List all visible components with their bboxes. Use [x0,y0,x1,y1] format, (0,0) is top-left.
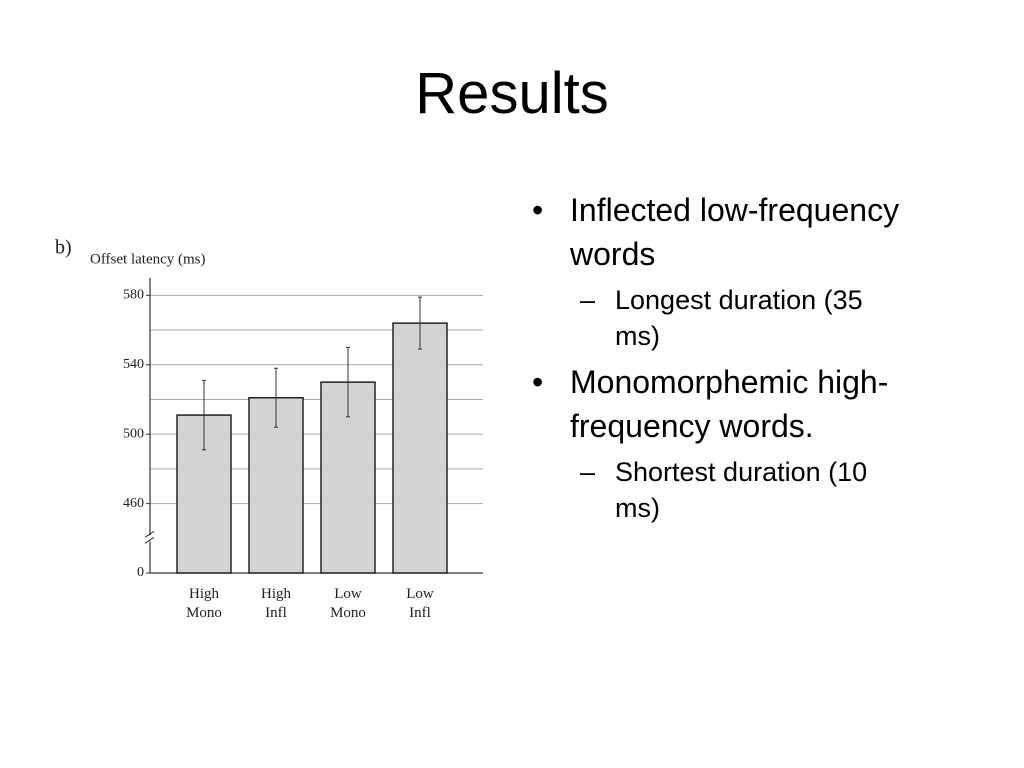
axis-break [144,536,155,544]
y-tick-label: 580 [123,288,144,303]
bullet-text: Monomorphemic high-frequency words. [570,364,889,444]
panel-label: b) [55,237,72,259]
slide-title: Results [415,61,609,126]
x-tick-label: Low Infl [406,586,434,621]
y-tick-label: 500 [123,426,144,441]
y-tick-label: 0 [137,565,144,580]
bar [392,322,448,574]
sub-list: Shortest duration (10 ms) [570,454,930,526]
bullet: Monomorphemic high-frequency words. Short… [530,360,930,526]
y-tick-label: 460 [123,496,144,511]
x-tick-label: High Mono [186,586,222,621]
axis-break-gap [147,535,153,542]
sub-bullet: Shortest duration (10 ms) [570,454,915,526]
axis-break [144,530,155,538]
x-tick-label: High Infl [261,586,292,621]
y-axis-label: Offset latency (ms) [90,251,206,267]
x-tick-label: Low Mono [330,586,366,621]
sub-list: Longest duration (35 ms) [570,282,930,354]
bullet-text: Inflected low-frequency words [570,192,900,272]
y-tick-label: 540 [123,357,144,372]
bullet: Inflected low-frequency words Longest dur… [530,188,930,354]
chart: b) Offset latency (ms) 0 460 500 540 580 High… [55,237,483,621]
sub-bullet: Longest duration (35 ms) [570,282,915,354]
bullet-list: Inflected low-frequency words Longest dur… [530,188,930,532]
